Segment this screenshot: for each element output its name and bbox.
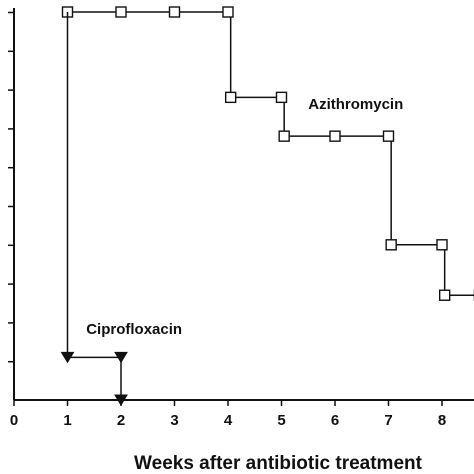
azithromycin-point [224,91,237,104]
x-tick-label: 3 [170,412,178,429]
ciprofloxacin-point [114,351,128,364]
x-tick-label: 6 [331,412,339,429]
azithromycin-label: Azithromycin [308,96,403,113]
x-tick-label: 4 [224,412,233,429]
ciprofloxacin-line [66,12,122,400]
x-tick-label: 1 [63,412,71,429]
azithromycin-point [329,130,341,142]
azithromycin-line [67,11,474,296]
azithromycin-point [222,6,234,18]
azithromycin-point [436,239,448,251]
azithromycin-point [382,130,395,142]
azithromycin-point [168,6,181,18]
azithromycin-point [278,130,290,142]
azithromycin-point [385,239,397,251]
axes: 0 1 2 3 4 5 6 7 8 [8,8,474,429]
x-tick-label: 2 [117,412,125,429]
azithromycin-point [275,91,288,104]
x-tick-label: 0 [10,412,18,429]
x-tick-label: 8 [438,412,446,429]
ciprofloxacin-point [114,394,128,406]
azithromycin-point [115,6,127,18]
label-layer: Azithromycin Ciprofloxacin [86,96,403,338]
azithromycin-point [438,289,451,301]
x-tick-label: 5 [277,412,285,429]
series-layer [60,6,474,406]
ciprofloxacin-point [60,351,75,364]
x-axis-label: Weeks after antibiotic treatment [134,453,423,474]
x-tick-label: 7 [384,412,392,429]
ciprofloxacin-label: Ciprofloxacin [86,321,182,338]
